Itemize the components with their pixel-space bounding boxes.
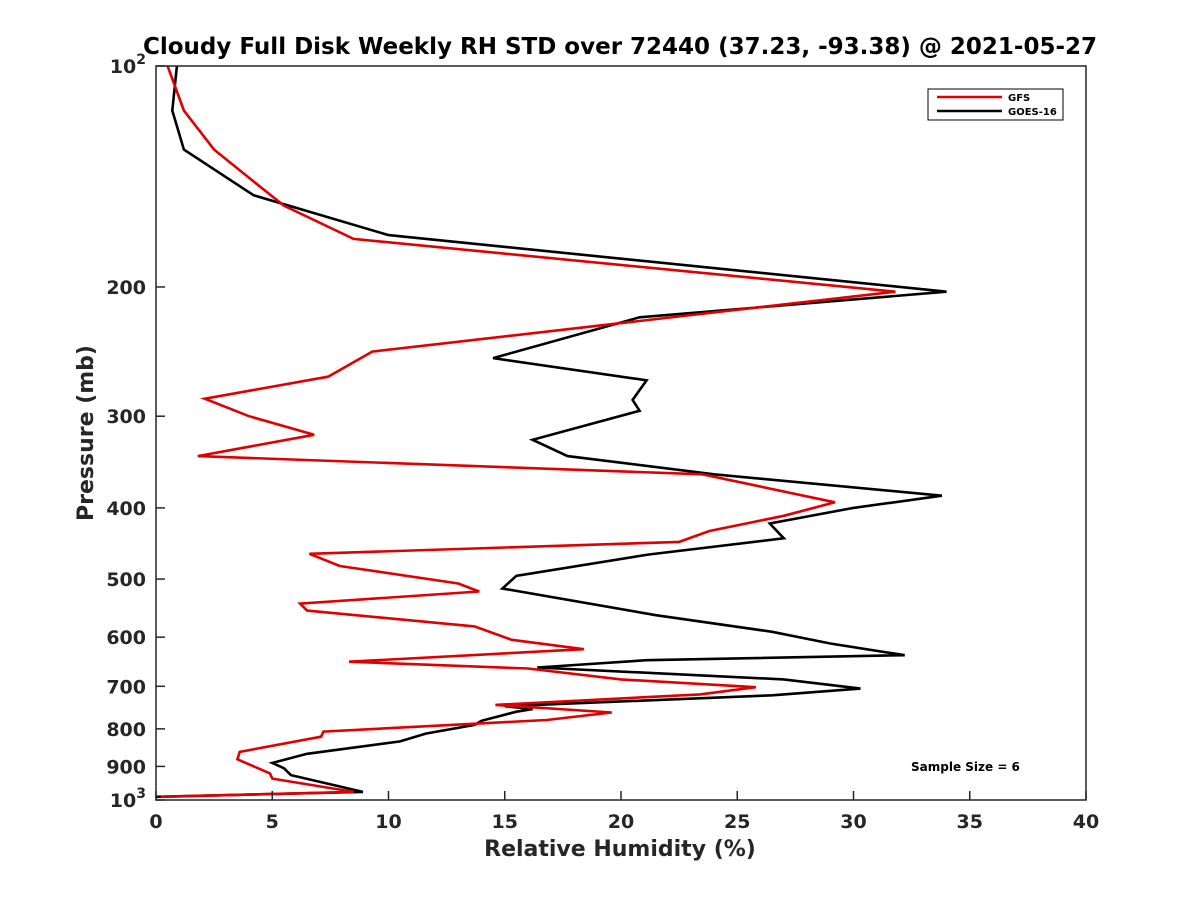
sample-size-annotation: Sample Size = 6	[911, 760, 1020, 774]
x-axis-label: Relative Humidity (%)	[484, 837, 756, 862]
y-tick-label: 700	[106, 676, 146, 698]
y-axis: 102 200 300 400 500 600 700 800 900 103	[106, 52, 165, 812]
y-tick-label: 200	[106, 277, 146, 299]
y-tick-label: 800	[106, 719, 146, 741]
y-tick-label: 600	[106, 627, 146, 649]
y-tick-label: 300	[106, 406, 146, 428]
series-layer	[156, 66, 947, 799]
y-tick-label: 103	[110, 786, 146, 812]
y-tick-label: 102	[110, 52, 146, 78]
x-tick-label: 20	[608, 811, 634, 833]
legend: GFS GOES-16	[927, 88, 1064, 121]
x-tick-label: 35	[957, 811, 983, 833]
x-tick-label: 15	[492, 811, 518, 833]
plot-area-frame	[155, 65, 1087, 801]
x-tick-label: 30	[840, 811, 866, 833]
y-axis-label: Pressure (mb)	[74, 345, 99, 521]
series-line-gfs	[160, 66, 896, 799]
x-tick-label: 0	[149, 811, 162, 833]
series-line-goes-16	[156, 66, 947, 799]
x-axis: 0 5 10 15 20 25 30 35 40	[149, 791, 1099, 833]
x-tick-label: 5	[266, 811, 279, 833]
y-tick-label: 400	[106, 498, 146, 520]
y-tick-label: 900	[106, 756, 146, 778]
legend-label-gfs: GFS	[1008, 93, 1030, 104]
y-tick-label: 500	[106, 569, 146, 591]
x-tick-label: 40	[1073, 811, 1099, 833]
legend-box	[927, 88, 1064, 121]
chart-title: Cloudy Full Disk Weekly RH STD over 7244…	[143, 34, 1097, 60]
legend-label-goes-16: GOES-16	[1008, 107, 1057, 118]
x-tick-label: 10	[375, 811, 401, 833]
x-tick-label: 25	[724, 811, 750, 833]
